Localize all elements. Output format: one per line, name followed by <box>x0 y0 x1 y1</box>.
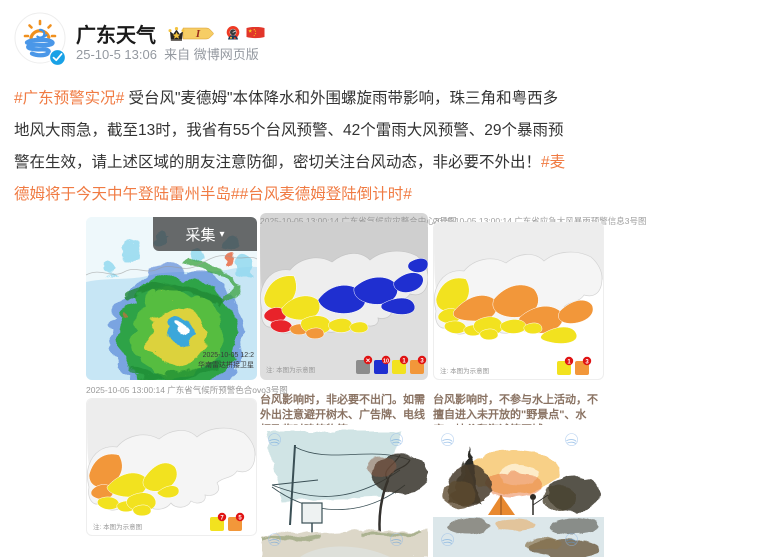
svg-text:I: I <box>195 28 201 40</box>
svg-text:注: 本图为示意图: 注: 本图为示意图 <box>440 366 489 375</box>
svg-text:10: 10 <box>383 359 389 365</box>
svg-text:注: 本图为示意图: 注: 本图为示意图 <box>266 365 315 374</box>
svg-text:2025-10-05 12:2: 2025-10-05 12:2 <box>203 352 254 359</box>
svg-text:✕: ✕ <box>365 358 370 365</box>
svg-text:注: 本图为示意图: 注: 本图为示意图 <box>93 522 142 531</box>
svg-text:华南雷达拼接卫星: 华南雷达拼接卫星 <box>198 360 254 369</box>
